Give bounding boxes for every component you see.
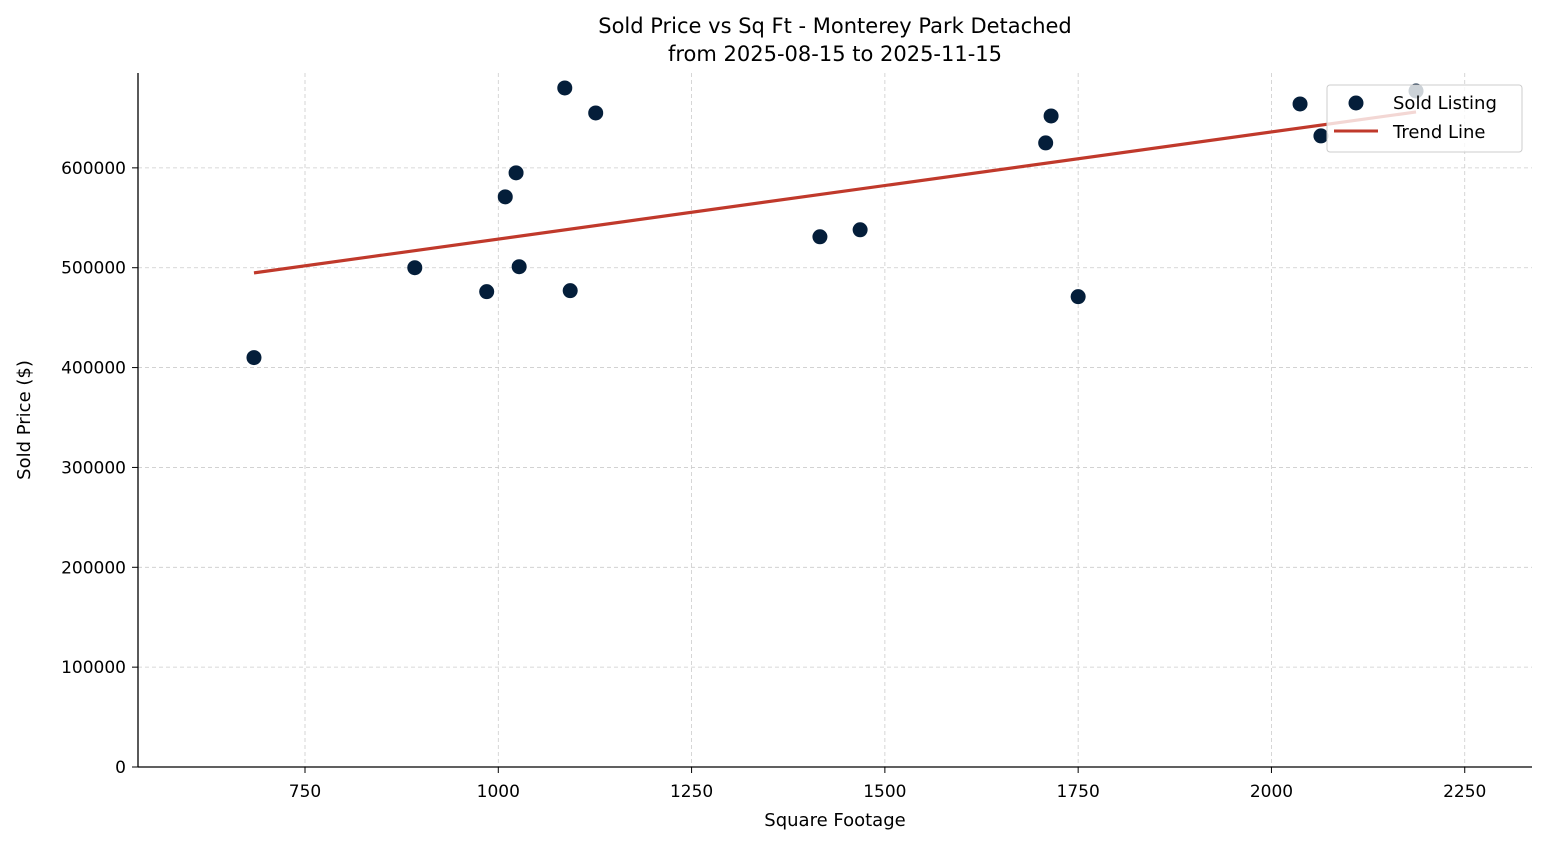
x-tick-label: 1750 bbox=[1057, 782, 1100, 802]
data-point bbox=[1038, 135, 1054, 151]
data-point bbox=[588, 105, 604, 121]
data-point bbox=[1313, 128, 1329, 144]
y-tick-label: 200000 bbox=[61, 558, 126, 578]
data-point bbox=[1292, 96, 1308, 112]
x-axis-label: Square Footage bbox=[764, 810, 905, 831]
data-point bbox=[1070, 289, 1086, 305]
y-tick-label: 0 bbox=[115, 758, 126, 778]
x-tick-label: 1500 bbox=[863, 782, 906, 802]
data-point bbox=[557, 80, 573, 96]
x-tick-label: 1250 bbox=[670, 782, 713, 802]
data-point bbox=[1043, 108, 1059, 124]
data-point bbox=[812, 229, 828, 245]
chart-title: Sold Price vs Sq Ft - Monterey Park Deta… bbox=[598, 14, 1072, 38]
y-tick-label: 300000 bbox=[61, 458, 126, 478]
data-point bbox=[407, 260, 423, 276]
data-point bbox=[562, 283, 578, 299]
x-tick-label: 750 bbox=[289, 782, 321, 802]
y-tick-label: 600000 bbox=[61, 159, 126, 179]
y-tick-label: 100000 bbox=[61, 658, 126, 678]
points-layer bbox=[246, 80, 1424, 366]
legend-box bbox=[1326, 84, 1523, 153]
x-tick-label: 2000 bbox=[1250, 782, 1293, 802]
x-tick-label: 1000 bbox=[477, 782, 520, 802]
data-point bbox=[852, 222, 868, 238]
x-tick-label: 2250 bbox=[1443, 782, 1486, 802]
trend-line-layer bbox=[253, 110, 1417, 275]
axes: 750 1000 1250 1500 1750 2000 2250 0 100000 200000… bbox=[61, 73, 1532, 802]
legend-label-sold-listing: Sold Listing bbox=[1393, 93, 1497, 114]
legend: Sold Listing Trend Line bbox=[1326, 84, 1523, 153]
data-point bbox=[497, 189, 513, 205]
y-tick-label: 500000 bbox=[61, 259, 126, 279]
y-axis-label: Sold Price ($) bbox=[14, 360, 35, 480]
data-point bbox=[511, 259, 527, 275]
data-point bbox=[508, 165, 524, 181]
grid bbox=[138, 73, 1532, 768]
data-point bbox=[479, 284, 495, 300]
data-point bbox=[246, 350, 262, 366]
trend-line bbox=[253, 110, 1417, 275]
legend-marker-sold-listing bbox=[1348, 95, 1364, 111]
chart-subtitle: from 2025-08-15 to 2025-11-15 bbox=[668, 42, 1002, 66]
legend-label-trend-line: Trend Line bbox=[1392, 122, 1486, 143]
y-tick-label: 400000 bbox=[61, 359, 126, 379]
